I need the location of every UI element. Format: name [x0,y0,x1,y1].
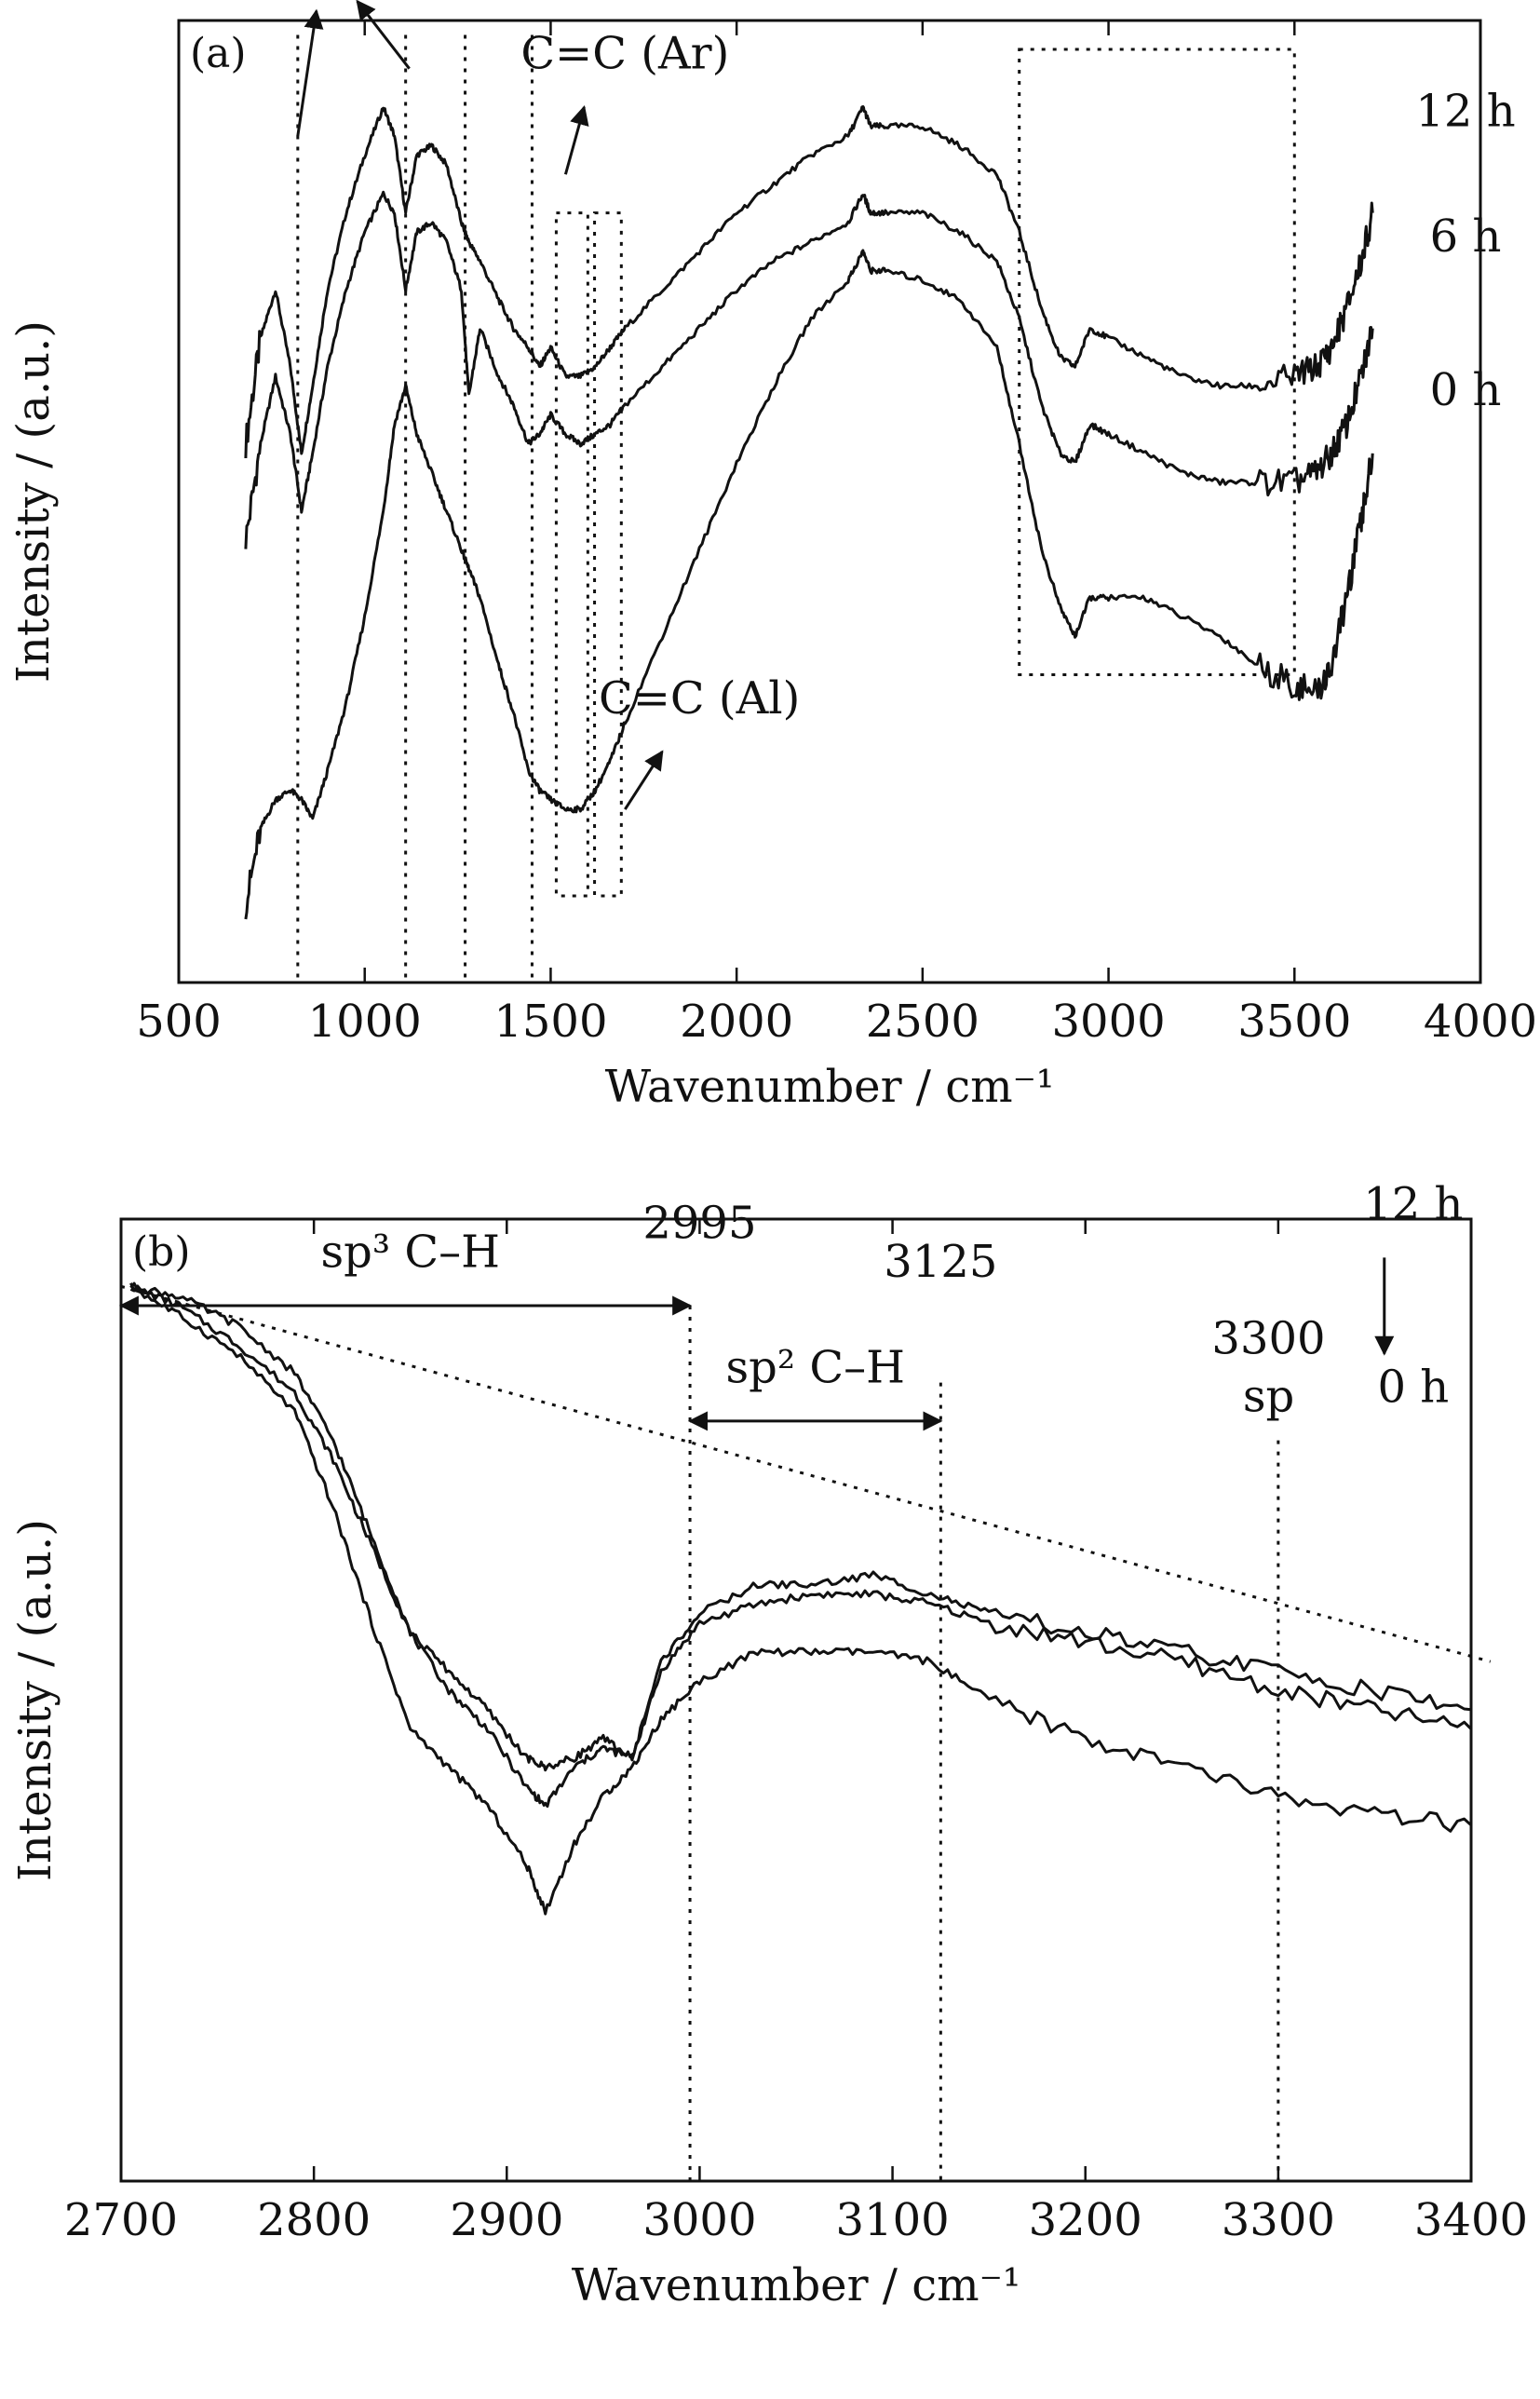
annotation-label: sp [1243,1371,1294,1423]
panel-b-series [129,1281,1473,1916]
panel-a-arrows [296,0,664,810]
x-tick-label: 2000 [680,996,793,1048]
panel-b-y-axis-label: Intensity / (a.u.) [9,1519,61,1881]
panel-a-label: (a) [190,30,247,77]
annotation-label: C=C (Al) [599,672,800,725]
panel-b-reference-lines [688,1305,1280,2181]
series-label: 12 h [1415,86,1515,138]
panel-a-x-ticks: 500 1000 1500 2000 2500 3000 3500 4000 [136,20,1537,1048]
annotation-label: 0 h [1377,1361,1449,1413]
panel-b-frame [119,1217,1473,2183]
x-tick-label: 3400 [1414,2194,1528,2246]
panel-a-series [244,105,1374,920]
panel-b-baseline [120,1284,1492,1663]
annotation-label: 3125 [884,1236,997,1288]
x-tick-label: 4000 [1424,996,1537,1048]
highlight-box [1018,47,1296,676]
annotation-label: C–H [503,0,599,3]
panel-b-label: (b) [132,1228,191,1276]
highlight-box [593,211,623,898]
x-tick-label: 1500 [493,996,607,1048]
baseline-line [120,1284,1492,1663]
x-tick-label: 3500 [1237,996,1351,1048]
series-line [244,190,1374,549]
annotation-arrow [356,0,411,70]
annotation-label: 3300 [1211,1313,1325,1365]
annotation-label: Si–O [320,0,425,3]
x-tick-label: 3200 [1029,2194,1142,2246]
x-tick-label: 2800 [257,2194,371,2246]
panel-b-annotations: 2995 3125 3300 sp 12 h 0 h [642,1178,1463,1423]
annotation-label: 2995 [642,1198,756,1250]
x-tick-label: 2700 [64,2194,178,2246]
annotation-arrow [563,104,589,175]
panel-b-ranges: sp³ C–H sp² C–H [118,1227,943,1431]
x-tick-label: 500 [136,996,222,1048]
panel-a-x-axis-label: Wavenumber / cm⁻¹ [605,1061,1054,1113]
annotation-label: C=C (Ar) [520,28,729,80]
panel-b-x-ticks: 2700 2800 2900 3000 3100 3200 3300 3400 [64,1219,1528,2246]
annotation-label: 12 h [1363,1178,1463,1230]
annotation-arrow [296,8,324,137]
panel-a-boxes [554,47,1296,898]
panel-a-frame [177,19,1482,984]
range-label: sp² C–H [725,1342,904,1394]
x-tick-label: 3300 [1222,2194,1335,2246]
series-line [244,105,1374,459]
x-tick-label: 3000 [642,2194,756,2246]
panel-a-reference-lines [296,34,534,983]
range-label: sp³ C–H [320,1227,499,1279]
series-line [129,1281,1472,1772]
series-line [244,249,1374,920]
panel-a-annotations: 12 h 6 h 0 h Si–OC–OC–H C=C (Ar) C=C (Al) [320,0,1516,725]
highlight-box [554,211,589,898]
x-tick-label: 3100 [835,2194,949,2246]
panel-b: 2700 2800 2900 3000 3100 3200 3300 3400 sp³ C–H… [9,1178,1528,2311]
x-tick-label: 2900 [450,2194,563,2246]
x-tick-label: 3000 [1051,996,1165,1048]
annotation-arrow [624,750,664,810]
series-line [129,1282,1473,1916]
series-label: 6 h [1430,210,1502,263]
panel-b-x-axis-label: Wavenumber / cm⁻¹ [572,2259,1020,2311]
series-label: 0 h [1430,364,1502,416]
annotation-label: C–O [419,0,512,3]
x-tick-label: 2500 [866,996,979,1048]
x-tick-label: 1000 [308,996,422,1048]
panel-a: 500 1000 1500 2000 2500 3000 3500 4000 12 h 6 h 0… [7,0,1537,1113]
panel-a-y-axis-label: Intensity / (a.u.) [7,320,60,683]
